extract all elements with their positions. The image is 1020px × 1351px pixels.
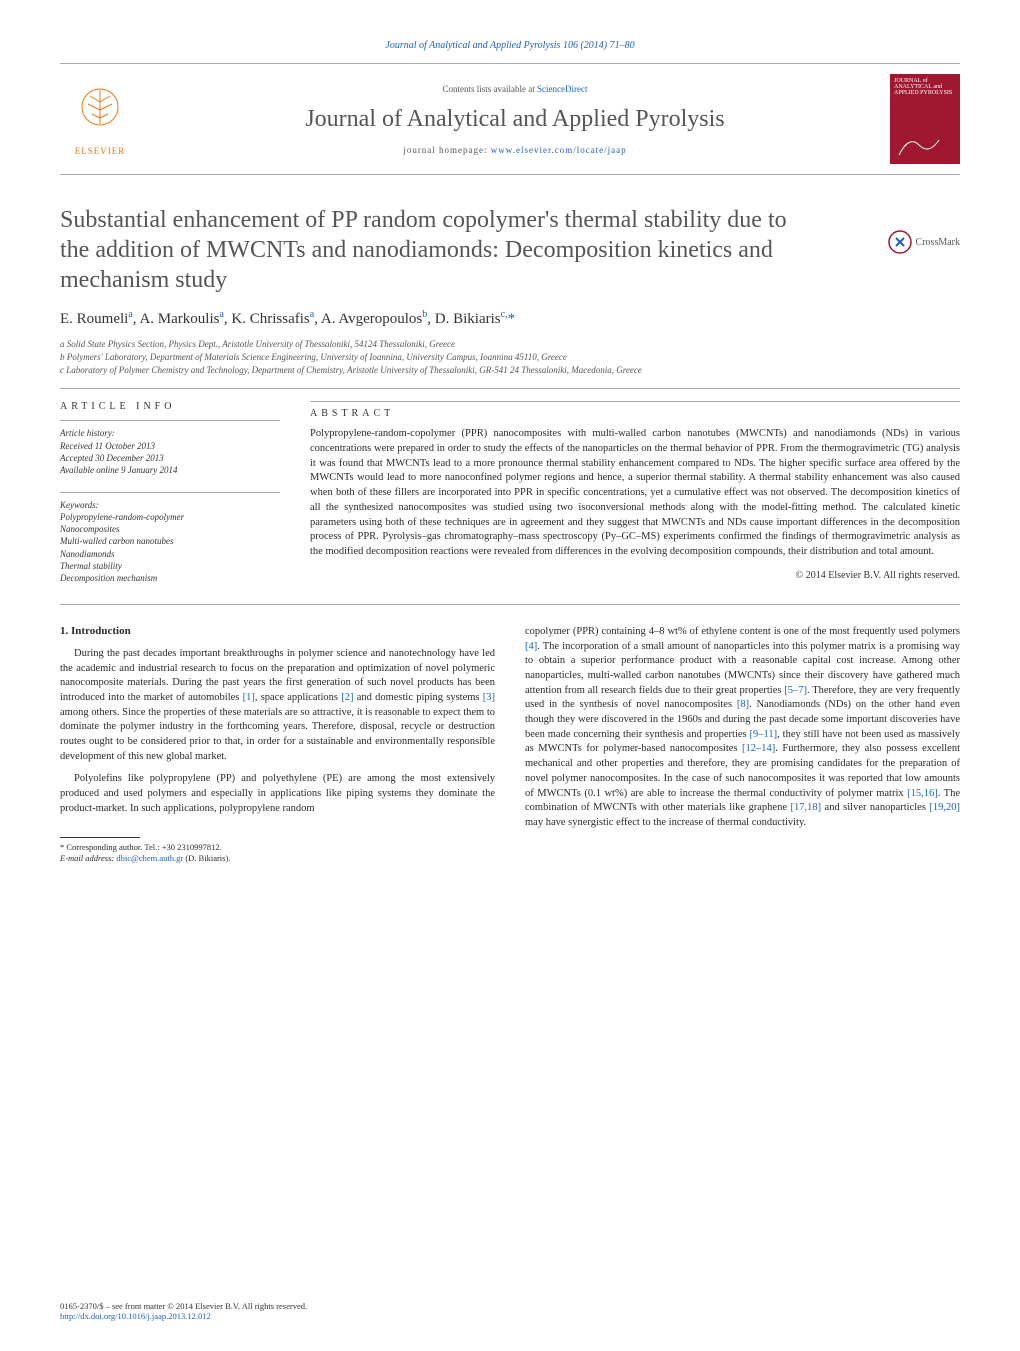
contents-prefix: Contents lists available at [443,84,537,94]
affiliations: a Solid State Physics Section, Physics D… [60,338,960,376]
elsevier-tree-icon [70,82,130,142]
abstract-column: abstract Polypropylene-random-copolymer … [310,401,960,584]
affiliation-line: c Laboratory of Polymer Chemistry and Te… [60,364,960,376]
keywords-list: Polypropylene-random-copolymerNanocompos… [60,511,280,584]
abstract-copyright: © 2014 Elsevier B.V. All rights reserved… [310,570,960,581]
keywords-block: Keywords: Polypropylene-random-copolymer… [60,492,280,584]
page-footer: 0165-2370/$ – see front matter © 2014 El… [60,1301,307,1321]
keyword-item: Thermal stability [60,560,280,572]
footnote-email-link[interactable]: dbic@chem.auth.gr [116,853,183,863]
author-list: E. Roumelia, A. Markoulisa, K. Chrissafi… [60,309,960,328]
keyword-item: Polypropylene-random-copolymer [60,511,280,523]
footnote-email-label: E-mail address: [60,853,114,863]
history-label: Article history: [60,427,280,439]
affiliation-line: a Solid State Physics Section, Physics D… [60,338,960,350]
history-received: Received 11 October 2013 [60,440,280,452]
intro-paragraph-1: During the past decades important breakt… [60,647,495,765]
contents-available-line: Contents lists available at ScienceDirec… [140,84,890,94]
keywords-label: Keywords: [60,499,280,511]
article-title: Substantial enhancement of PP random cop… [60,205,820,295]
footnote-email-name: (D. Bikiaris). [185,853,230,863]
abstract-heading: abstract [310,408,960,419]
masthead-center: Contents lists available at ScienceDirec… [140,84,890,155]
left-column: 1. Introduction During the past decades … [60,625,495,864]
crossmark-badge[interactable]: CrossMark [888,230,960,254]
article-info-column: article info Article history: Received 1… [60,401,280,584]
footnote-rule [60,837,140,838]
history-online: Available online 9 January 2014 [60,464,280,476]
crossmark-icon [888,230,912,254]
divider [60,388,960,389]
intro-paragraph-3: copolymer (PPR) containing 4–8 wt% of et… [525,625,960,831]
affiliation-line: b Polymers' Laboratory, Department of Ma… [60,351,960,363]
cover-title-text: JOURNAL of ANALYTICAL and APPLIED PYROLY… [894,78,956,96]
history-accepted: Accepted 30 December 2013 [60,452,280,464]
crossmark-label: CrossMark [916,237,960,248]
corresponding-author-footnote: * Corresponding author. Tel.: +30 231099… [60,842,495,864]
info-abstract-row: article info Article history: Received 1… [60,401,960,584]
right-column: copolymer (PPR) containing 4–8 wt% of et… [525,625,960,864]
intro-paragraph-2: Polyolefins like polypropylene (PP) and … [60,772,495,816]
keyword-item: Nanodiamonds [60,548,280,560]
journal-cover-thumbnail: JOURNAL of ANALYTICAL and APPLIED PYROLY… [890,74,960,164]
article-history: Article history: Received 11 October 201… [60,420,280,476]
divider [60,604,960,605]
article-info-heading: article info [60,401,280,412]
footer-doi-link[interactable]: http://dx.doi.org/10.1016/j.jaap.2013.12… [60,1311,211,1321]
journal-homepage-line: journal homepage: www.elsevier.com/locat… [140,145,890,155]
elsevier-wordmark: ELSEVIER [75,146,126,156]
footnote-email-line: E-mail address: dbic@chem.auth.gr (D. Bi… [60,853,495,864]
masthead: ELSEVIER Contents lists available at Sci… [60,63,960,175]
footnote-correspondence: * Corresponding author. Tel.: +30 231099… [60,842,495,853]
cover-graphic-icon [894,130,944,160]
keyword-item: Decomposition mechanism [60,572,280,584]
keyword-item: Nanocomposites [60,523,280,535]
homepage-prefix: journal homepage: [403,145,490,155]
sciencedirect-link[interactable]: ScienceDirect [537,84,587,94]
introduction-heading: 1. Introduction [60,625,495,637]
body-two-column: 1. Introduction During the past decades … [60,625,960,864]
footer-issn-line: 0165-2370/$ – see front matter © 2014 El… [60,1301,307,1311]
homepage-link[interactable]: www.elsevier.com/locate/jaap [491,145,627,155]
journal-title: Journal of Analytical and Applied Pyroly… [140,106,890,133]
abstract-text: Polypropylene-random-copolymer (PPR) nan… [310,427,960,559]
elsevier-logo: ELSEVIER [60,74,140,164]
keyword-item: Multi-walled carbon nanotubes [60,535,280,547]
journal-citation-line: Journal of Analytical and Applied Pyroly… [60,40,960,51]
